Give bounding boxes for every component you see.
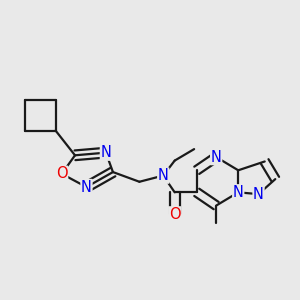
Text: O: O: [56, 166, 68, 181]
Text: N: N: [158, 168, 169, 183]
Text: N: N: [211, 150, 222, 165]
Text: N: N: [253, 187, 264, 202]
Text: N: N: [233, 185, 244, 200]
Text: O: O: [169, 207, 181, 222]
Text: N: N: [81, 180, 92, 195]
Text: N: N: [100, 145, 111, 160]
